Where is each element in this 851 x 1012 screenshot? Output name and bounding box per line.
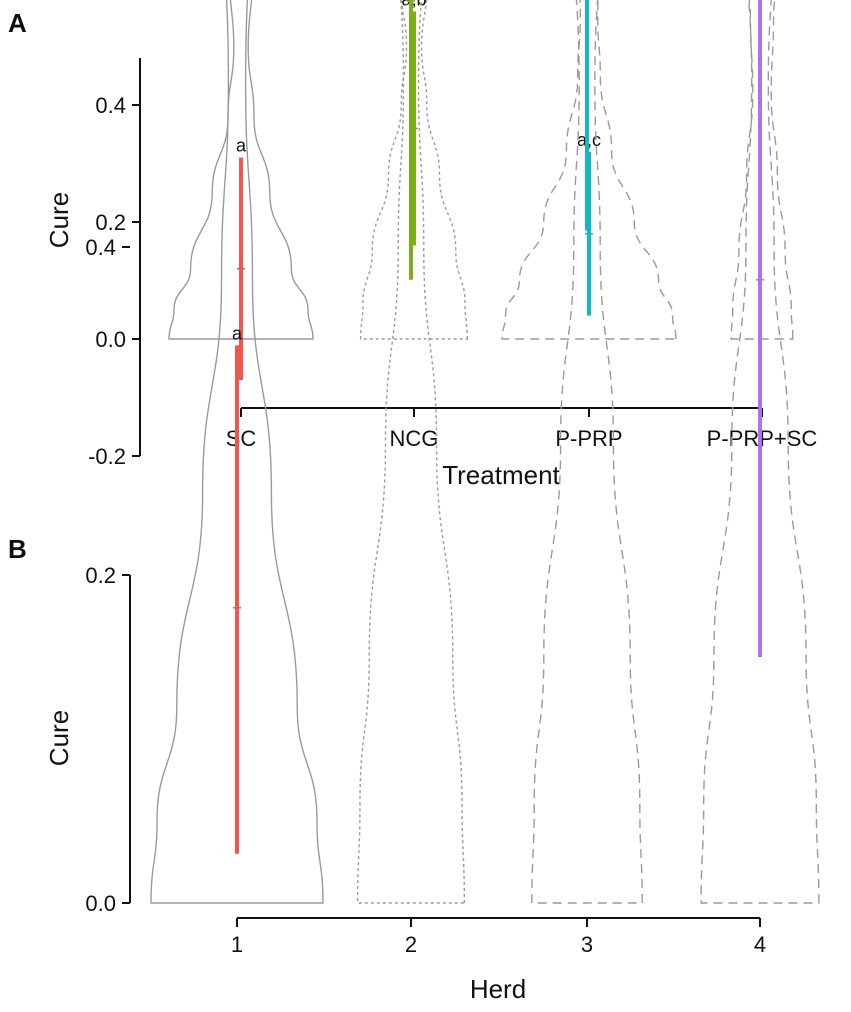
x-tick-label: P-PRP [555,426,622,451]
x-tick-label: SC [226,426,257,451]
y-axis-title: Cure [44,192,74,248]
y-tick-label: 0.0 [95,327,126,352]
y-tick-label: -0.2 [88,444,126,469]
violin-outline [531,0,643,904]
x-tick-label: 3 [581,932,593,957]
violin-outline [168,0,314,340]
panel-letter: A [8,8,27,38]
significance-letter: a,b [401,0,426,9]
y-tick-label: 0.6 [95,0,126,1]
panel-letter: B [8,534,27,564]
significance-letter: a [236,136,247,156]
violin-outline [501,0,677,340]
x-tick-label: P-PRP+SC [707,426,818,451]
violin-outline [150,0,324,904]
x-tick-label: 2 [405,932,417,957]
violin-outline [700,0,820,904]
y-tick-label: 0.0 [85,891,116,916]
violin-outline [359,0,469,340]
significance-letter: a [232,323,243,343]
x-tick-label: 1 [231,932,243,957]
x-axis-title: Treatment [442,460,560,490]
y-axis-title: Cure [44,710,74,766]
x-axis-title: Herd [470,974,526,1004]
x-tick-label: 4 [754,932,766,957]
y-tick-label: 0.2 [95,210,126,235]
y-tick-label: 0.4 [95,93,126,118]
x-tick-label: NCG [390,426,439,451]
panel-b: B0.00.20.40.60.81.0Cure1234Herdabba,b [8,0,820,1004]
panel-a: A-0.20.00.20.40.60.81.01.2CureSCNCGP-PRP… [8,0,818,490]
y-tick-label: 0.2 [85,563,116,588]
violin-outline [730,0,794,340]
y-tick-label: 0.4 [85,235,116,260]
